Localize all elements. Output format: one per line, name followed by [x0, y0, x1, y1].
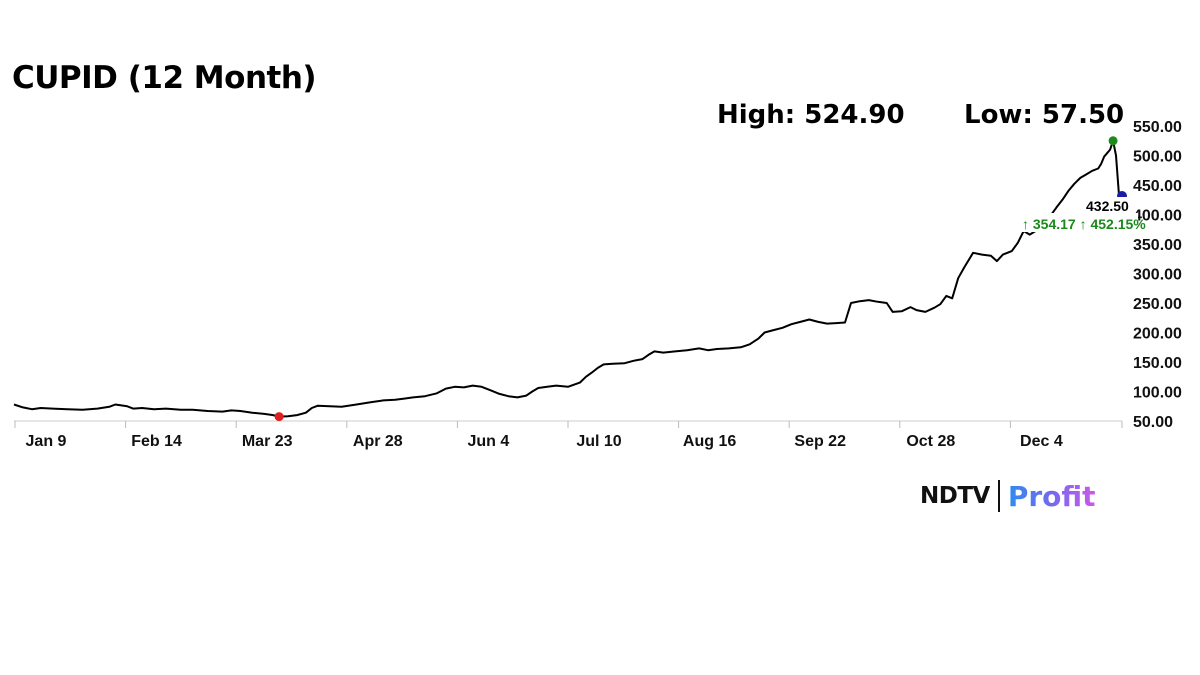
chart-title: CUPID (12 Month)	[12, 60, 317, 96]
x-tick-label: Sep 22	[794, 433, 846, 450]
chart-axes: Jan 9 Feb 14 Mar 23 Apr 28 Jun 4 Jul 10 Aug 16…	[14, 119, 1182, 450]
high-marker	[1108, 136, 1118, 146]
change-label-bg	[1020, 213, 1138, 232]
chart-labels: 432.50 ↑ 354.17 ↑ 452.15%	[1020, 197, 1146, 232]
y-tick-label: 300.00	[1133, 267, 1182, 284]
x-tick-label: Apr 28	[353, 433, 403, 450]
x-tick-label: Jun 4	[468, 433, 510, 450]
last-value-label: 432.50	[1086, 198, 1129, 214]
y-tick-label: 400.00	[1133, 208, 1182, 225]
chart-markers	[274, 136, 1127, 422]
change-label: ↑ 354.17 ↑ 452.15%	[1022, 216, 1146, 232]
low-value: Low: 57.50	[964, 100, 1125, 130]
high-value: High: 524.90	[717, 100, 905, 130]
y-tick-label: 350.00	[1133, 237, 1182, 254]
y-tick-label: 500.00	[1133, 149, 1182, 166]
x-tick-label: Aug 16	[683, 433, 736, 450]
chart-series	[13, 139, 1120, 418]
ndtv-profit-logo: NDTV Profit	[920, 478, 1096, 514]
price-line	[13, 139, 1120, 418]
logo-ndtv-text: NDTV	[920, 483, 990, 509]
y-tick-label: 50.00	[1133, 414, 1173, 431]
y-tick-label: 550.00	[1133, 119, 1182, 136]
low-marker	[274, 412, 284, 422]
y-tick-label: 100.00	[1133, 385, 1182, 402]
y-tick-label: 150.00	[1133, 355, 1182, 372]
x-tick-label: Jul 10	[576, 433, 621, 450]
last-value-label-bg	[1084, 197, 1128, 213]
x-tick-label: Oct 28	[906, 433, 955, 450]
x-tick-label: Mar 23	[242, 433, 293, 450]
y-tick-label: 450.00	[1133, 178, 1182, 195]
x-tick-label: Jan 9	[26, 433, 67, 450]
x-tick-label: Dec 4	[1020, 433, 1063, 450]
logo-divider	[997, 480, 1000, 512]
x-tick-label: Feb 14	[131, 433, 182, 450]
y-tick-label: 200.00	[1133, 326, 1182, 343]
y-tick-label: 250.00	[1133, 296, 1182, 313]
logo-profit-text: Profit	[1007, 479, 1096, 513]
